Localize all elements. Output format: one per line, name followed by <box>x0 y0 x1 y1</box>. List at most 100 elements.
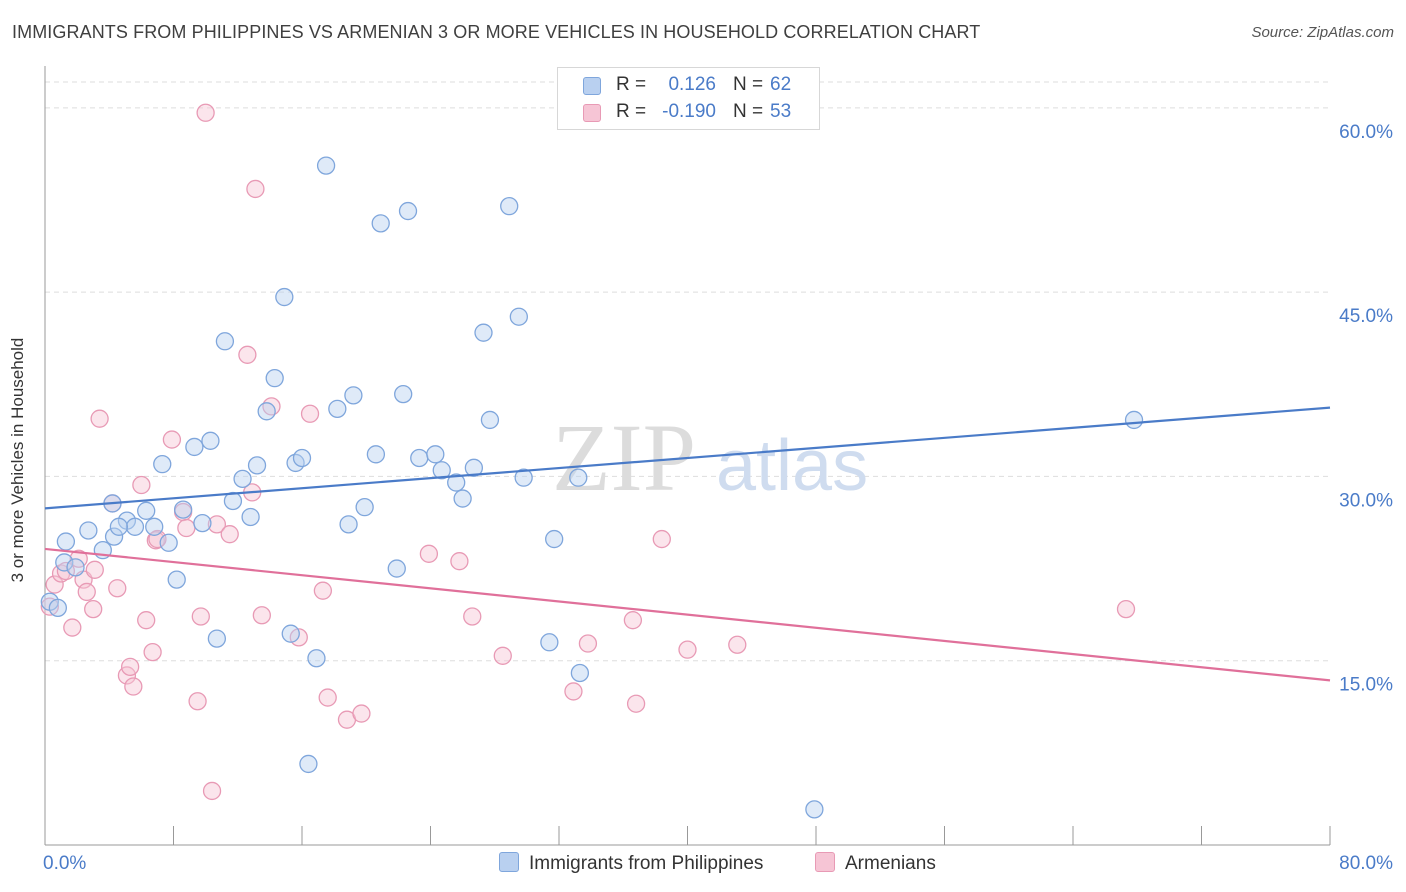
y-tick-label: 45.0% <box>1339 306 1393 327</box>
armenians-point <box>45 575 64 594</box>
y-tick-label: 60.0% <box>1339 122 1393 143</box>
philippines-point <box>185 437 204 457</box>
philippines-point <box>432 461 451 480</box>
armenians-point <box>493 646 512 665</box>
legend-row-philippines: R = 0.126 N = 62 <box>558 74 819 100</box>
philippines-point <box>387 559 406 578</box>
philippines-point <box>355 497 374 517</box>
philippines-point <box>223 491 243 511</box>
philippines-point <box>316 156 336 175</box>
philippines-point <box>307 649 326 668</box>
philippines-point <box>109 517 129 536</box>
philippines-point <box>247 456 267 475</box>
philippines-point <box>1124 410 1144 430</box>
stats-legend: R = 0.126 N = 62 R = -0.190 N = 53 <box>557 67 820 130</box>
philippines-point <box>371 214 390 233</box>
axes <box>44 66 1331 846</box>
legend-swatch-philippines <box>499 852 519 872</box>
y-tick-label: 15.0% <box>1339 675 1393 696</box>
armenians-point <box>77 582 96 602</box>
philippines-point <box>426 445 445 464</box>
legend-item-armenians[interactable]: Armenians <box>815 852 936 875</box>
series-legend: Immigrants from Philippines Armenians <box>0 852 1406 878</box>
x-tick-label-max: 80.0% <box>1339 853 1393 874</box>
philippines-point <box>66 558 85 577</box>
philippines-point <box>79 521 98 540</box>
legend-label-philippines: Immigrants from Philippines <box>529 853 764 874</box>
armenians-trend-line <box>44 547 1331 682</box>
x-tick-label-min: 0.0% <box>43 853 86 874</box>
philippines-point <box>366 445 386 464</box>
philippines-point <box>545 529 564 549</box>
legend-swatch-blue <box>583 77 601 95</box>
philippines-point <box>339 515 358 534</box>
armenians-point <box>177 518 196 538</box>
philippines-point <box>398 201 418 221</box>
philippines-point <box>464 458 484 477</box>
philippines-point <box>193 513 212 533</box>
armenians-point <box>85 560 104 579</box>
philippines-point <box>447 473 466 492</box>
armenians-point <box>188 692 207 711</box>
legend-row-armenians: R = -0.190 N = 53 <box>558 101 819 127</box>
philippines-point <box>137 501 156 520</box>
philippines-point <box>281 624 300 643</box>
philippines-point <box>56 532 76 551</box>
armenians-point <box>352 704 371 723</box>
chart-title: IMMIGRANTS FROM PHILIPPINES VS ARMENIAN … <box>12 22 981 42</box>
armenians-point <box>578 634 598 653</box>
armenians-point <box>63 618 82 637</box>
philippines-point <box>344 386 363 405</box>
armenians-point <box>463 607 482 626</box>
philippines-point <box>514 468 533 487</box>
armenians-point <box>450 552 469 571</box>
armenians-point <box>728 635 747 654</box>
armenians-point <box>143 642 162 662</box>
legend-n-value: 53 <box>770 101 792 122</box>
armenians-point <box>678 640 697 659</box>
watermark-zip: ZIP <box>552 404 696 511</box>
armenians-point <box>84 599 103 619</box>
armenians-point <box>419 544 439 563</box>
armenians-point <box>246 179 265 199</box>
armenians-point <box>318 688 337 707</box>
philippines-trend-line <box>44 406 1331 510</box>
philippines-point <box>500 196 519 216</box>
armenians-point <box>191 607 210 626</box>
armenians-point <box>196 103 215 122</box>
philippines-point <box>410 448 429 468</box>
philippines-point <box>805 800 824 819</box>
armenians-point <box>124 677 143 696</box>
philippines-point <box>159 533 178 552</box>
philippines-point <box>104 527 124 546</box>
philippines-points <box>40 156 1144 819</box>
armenians-point <box>626 694 646 713</box>
philippines-point <box>540 633 559 652</box>
philippines-point <box>125 517 145 536</box>
philippines-point <box>215 332 235 351</box>
trend-lines <box>44 406 1331 682</box>
legend-item-philippines[interactable]: Immigrants from Philippines <box>499 852 763 875</box>
gridlines <box>45 81 1330 662</box>
armenians-point <box>238 345 257 364</box>
philippines-point <box>201 431 220 450</box>
tick-labels: 15.0% 30.0% 45.0% 60.0% 0.0% 80.0% <box>43 122 1393 874</box>
armenians-point <box>137 611 156 630</box>
watermark: ZIP atlas <box>552 404 868 511</box>
armenians-point <box>564 682 583 701</box>
armenians-point <box>252 606 271 625</box>
philippines-point <box>265 368 284 388</box>
armenians-point <box>220 525 239 544</box>
philippines-point <box>509 307 528 326</box>
legend-r-value: -0.190 <box>662 101 716 122</box>
armenians-point <box>1116 599 1136 619</box>
armenians-point <box>623 611 643 630</box>
armenians-point <box>300 404 320 423</box>
armenians-point <box>652 529 671 549</box>
legend-r-label: R = <box>616 74 647 95</box>
philippines-point <box>474 323 493 342</box>
armenians-point <box>162 430 182 449</box>
philippines-point <box>275 287 294 307</box>
legend-n-value: 62 <box>770 74 792 95</box>
philippines-point <box>48 598 67 618</box>
